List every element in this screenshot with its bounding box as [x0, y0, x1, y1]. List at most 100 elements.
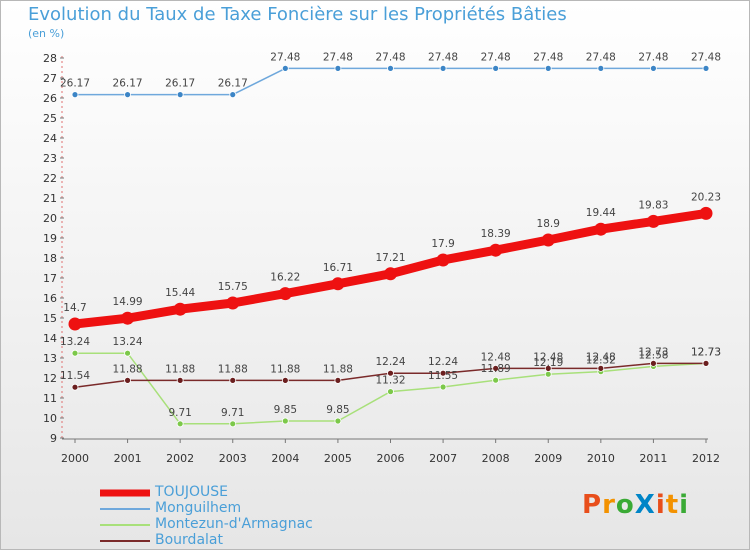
- logo-letter: i: [679, 490, 690, 520]
- y-tick-label: 25: [43, 112, 57, 125]
- data-point: [699, 206, 713, 220]
- data-point: [334, 65, 342, 72]
- data-point: [68, 317, 82, 331]
- x-tick-label: 2011: [639, 452, 667, 465]
- y-tick-label: 11: [43, 392, 57, 405]
- data-label: 26.17: [113, 78, 143, 90]
- data-label: 26.17: [165, 78, 195, 90]
- data-label: 27.48: [428, 51, 458, 63]
- data-point: [544, 364, 552, 372]
- data-label: 14.7: [63, 302, 86, 314]
- y-tick-label: 18: [43, 252, 57, 265]
- x-tick-label: 2004: [271, 452, 299, 465]
- data-point: [331, 277, 345, 291]
- y-tick-label: 16: [43, 292, 57, 305]
- legend-swatch: [100, 524, 150, 526]
- x-tick-label: 2012: [692, 452, 720, 465]
- data-label: 18.9: [537, 218, 560, 230]
- x-tick-label: 2007: [429, 452, 457, 465]
- x-tick-label: 2006: [377, 452, 405, 465]
- data-label: 27.48: [691, 51, 721, 63]
- x-tick-label: 2008: [482, 452, 510, 465]
- chart-title: Evolution du Taux de Taxe Foncière sur l…: [28, 4, 567, 25]
- data-label: 11.88: [323, 363, 353, 375]
- data-label: 9.71: [221, 407, 244, 419]
- x-tick-label: 2010: [587, 452, 615, 465]
- data-point: [176, 420, 184, 428]
- data-point: [594, 222, 608, 236]
- data-point: [229, 420, 237, 428]
- legend-item-toujouse[interactable]: TOUJOUSE: [100, 484, 340, 501]
- data-point: [71, 349, 79, 357]
- legend-swatch: [100, 489, 150, 497]
- data-point: [439, 65, 447, 72]
- data-label: 12.73: [691, 346, 721, 358]
- data-label: 18.39: [481, 228, 511, 240]
- y-tick-label: 24: [43, 132, 57, 145]
- data-point: [439, 369, 447, 377]
- data-point: [544, 65, 552, 72]
- legend-item-monguilhem[interactable]: Monguilhem: [100, 500, 340, 517]
- legend-label: Monguilhem: [155, 500, 242, 516]
- data-label: 12.24: [375, 356, 405, 368]
- legend-swatch: [100, 540, 150, 542]
- data-point: [226, 296, 240, 310]
- legend-label: TOUJOUSE: [155, 484, 228, 500]
- data-label: 15.75: [218, 281, 248, 293]
- data-label: 12.48: [481, 351, 511, 363]
- data-label: 9.85: [274, 404, 297, 416]
- data-point: [124, 91, 131, 98]
- legend-label: Bourdalat: [155, 532, 223, 548]
- data-label: 9.85: [326, 404, 349, 416]
- logo-letter: X: [634, 490, 656, 520]
- data-point: [387, 369, 394, 377]
- data-point: [176, 376, 184, 384]
- legend-item-bourdalat[interactable]: Bourdalat: [100, 532, 340, 549]
- data-label: 19.44: [586, 207, 616, 219]
- data-point: [229, 91, 237, 98]
- data-label: 27.48: [481, 51, 511, 63]
- y-tick-label: 15: [43, 312, 57, 325]
- data-label: 19.83: [638, 199, 668, 211]
- logo-letter: P: [582, 490, 603, 520]
- legend-swatch: [100, 508, 150, 510]
- data-point: [492, 364, 500, 372]
- data-label: 14.99: [113, 296, 143, 308]
- logo-letter: o: [615, 490, 635, 520]
- x-tick-label: 2001: [114, 452, 142, 465]
- y-tick-label: 21: [43, 192, 57, 205]
- data-point: [492, 376, 500, 384]
- data-label: 26.17: [218, 78, 248, 90]
- data-point: [387, 65, 394, 72]
- data-label: 17.9: [431, 238, 454, 250]
- x-tick-label: 2002: [166, 452, 194, 465]
- data-label: 27.48: [323, 51, 353, 63]
- y-tick-label: 27: [43, 72, 57, 85]
- y-tick-label: 23: [43, 152, 57, 165]
- data-point: [334, 376, 342, 384]
- data-label: 12.48: [586, 351, 616, 363]
- data-label: 12.48: [533, 351, 563, 363]
- data-point: [597, 65, 605, 72]
- data-label: 27.48: [270, 51, 300, 63]
- x-tick-label: 2009: [534, 452, 562, 465]
- x-tick-label: 2003: [219, 452, 247, 465]
- data-label: 12.73: [691, 346, 721, 358]
- unit-label: (en %): [28, 27, 65, 40]
- data-point: [544, 370, 552, 378]
- data-point: [650, 65, 657, 72]
- data-label: 16.71: [323, 262, 353, 274]
- data-label: 11.88: [113, 363, 143, 375]
- data-point: [489, 243, 503, 257]
- y-tick-label: 17: [43, 272, 57, 285]
- data-label: 11.32: [375, 375, 405, 387]
- y-tick-label: 9: [50, 432, 57, 445]
- legend-item-montezun[interactable]: Montezun-d'Armagnac: [100, 516, 340, 533]
- y-tick-label: 20: [43, 212, 57, 225]
- y-tick-label: 10: [43, 412, 57, 425]
- data-point: [281, 376, 289, 384]
- data-point: [121, 311, 135, 325]
- y-tick-label: 28: [43, 52, 57, 65]
- data-label: 13.24: [60, 336, 90, 348]
- data-point: [334, 417, 342, 425]
